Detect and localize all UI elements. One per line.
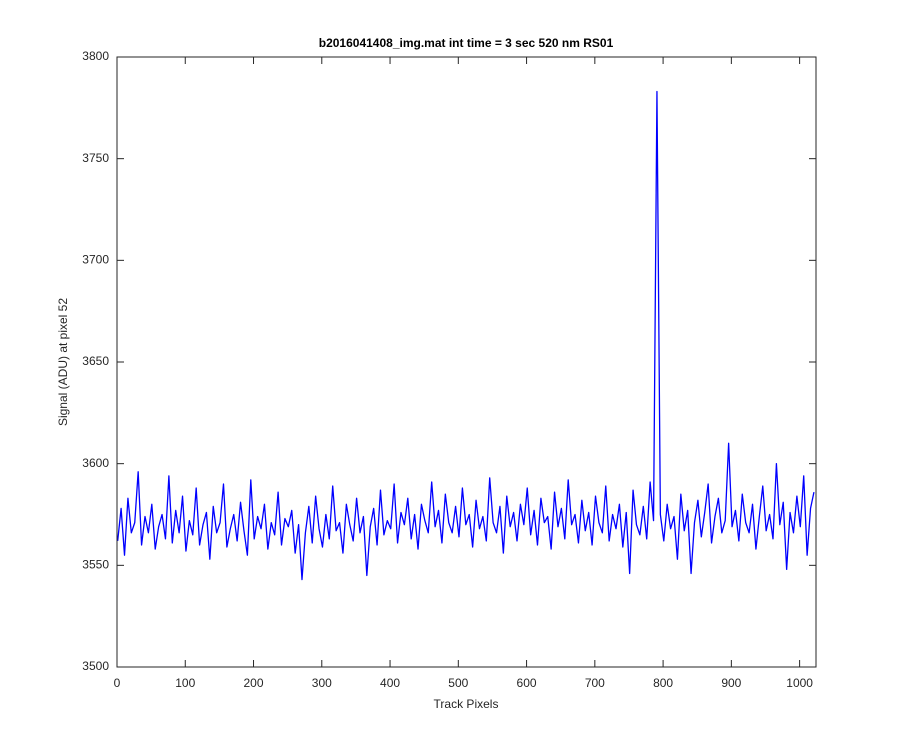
x-tick-label: 100 — [175, 676, 195, 690]
y-tick-label: 3550 — [82, 558, 109, 572]
data-line — [117, 90, 815, 581]
x-tick-label: 900 — [721, 676, 741, 690]
x-axis-label: Track Pixels — [434, 697, 499, 711]
y-tick-label: 3650 — [82, 354, 109, 368]
x-tick-label: 500 — [448, 676, 468, 690]
y-tick-label: 3750 — [82, 151, 109, 165]
x-tick-label: 200 — [244, 676, 264, 690]
chart-title: b2016041408_img.mat int time = 3 sec 520… — [319, 36, 614, 50]
x-tick-label: 1000 — [786, 676, 813, 690]
x-tick-label: 400 — [380, 676, 400, 690]
x-tick-label: 800 — [653, 676, 673, 690]
y-axis-label: Signal (ADU) at pixel 52 — [56, 298, 70, 426]
x-tick-label: 600 — [517, 676, 537, 690]
y-tick-label: 3500 — [82, 659, 109, 673]
y-tick-label: 3700 — [82, 253, 109, 267]
x-tick-label: 0 — [114, 676, 121, 690]
x-tick-label: 700 — [585, 676, 605, 690]
x-tick-label: 300 — [312, 676, 332, 690]
y-tick-label: 3600 — [82, 456, 109, 470]
y-tick-label: 3800 — [82, 49, 109, 63]
